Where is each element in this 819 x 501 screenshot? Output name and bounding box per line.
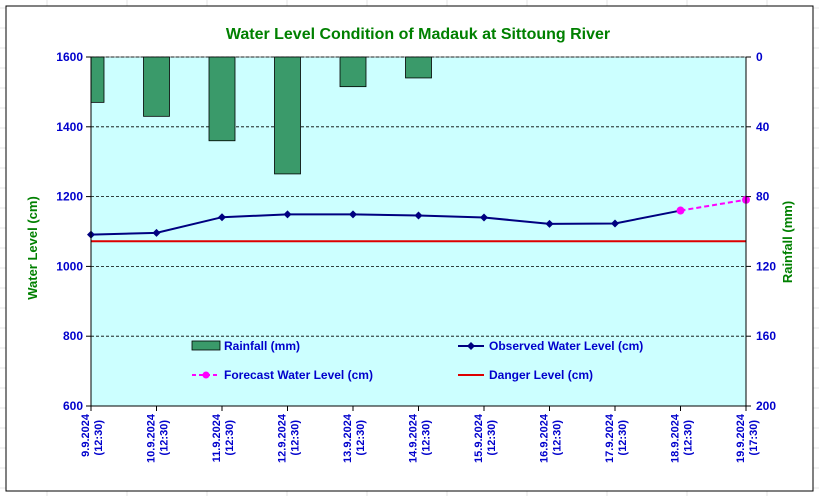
x-tick-label: 11.9.2024 (12:30) (211, 413, 236, 462)
x-tick-label: 15.9.2024 (12:30) (473, 413, 498, 463)
legend-rainfall-label: Rainfall (mm) (224, 339, 300, 353)
x-tick-label-time: (12:30) (552, 420, 564, 456)
legend: Rainfall (mm) Observed Water Level (cm) … (191, 339, 643, 382)
observed-point (218, 213, 226, 222)
x-tick-label-time: (12:30) (617, 420, 629, 456)
x-tick-label: 18.9.2024 (12:30) (670, 413, 695, 463)
x-tick-label-date: 15.9.2024 (473, 413, 485, 463)
x-tick-label-time: (12:30) (159, 420, 171, 456)
observed-point (283, 210, 292, 219)
x-tick-label-time: (12:30) (683, 420, 695, 456)
left-tick-label: 1400 (56, 120, 83, 134)
x-tick-label: 13.9.2024 (12:30) (342, 413, 367, 463)
rainfall-bars (90, 56, 432, 175)
left-tick-label: 1600 (56, 50, 83, 64)
x-tick-label-date: 10.9.2024 (146, 413, 158, 463)
rainfall-bar (339, 56, 367, 88)
x-tick-label-date: 13.9.2024 (342, 413, 354, 463)
right-tick-label: 200 (756, 399, 776, 413)
rainfall-bar (143, 56, 170, 117)
right-axis-ticks: 0 40 80 120 160 200 (746, 50, 776, 413)
right-tick-label: 80 (756, 190, 770, 204)
observed-point (611, 219, 619, 228)
x-tick-label-time: (17:30) (748, 420, 760, 456)
left-tick-label: 600 (63, 399, 83, 413)
observed-line (90, 209, 681, 236)
legend-observed-label: Observed Water Level (cm) (489, 339, 643, 353)
right-tick-label: 120 (756, 259, 776, 273)
x-tick-label: 16.9.2024 (12:30) (539, 413, 564, 463)
rainfall-bar (208, 56, 236, 142)
right-tick-label: 40 (756, 120, 770, 134)
x-tick-label-time: (12:30) (421, 420, 433, 456)
observed-point (414, 211, 423, 220)
legend-forecast-marker (202, 371, 210, 379)
plot-area (90, 56, 747, 407)
left-tick-label: 800 (63, 329, 83, 343)
x-tick-label-date: 19.9.2024 (735, 413, 747, 463)
rainfall-bar (274, 56, 301, 175)
legend-rainfall-swatch (191, 340, 221, 351)
left-tick-label: 1000 (56, 259, 83, 273)
observed-point (480, 213, 488, 222)
observed-point (152, 228, 161, 237)
x-tick-label-time: (12:30) (355, 420, 367, 456)
x-tick-label-time: (12:30) (93, 420, 105, 456)
observed-point (349, 210, 357, 219)
x-tick-label: 12.9.2024 (12:30) (277, 413, 302, 463)
rainfall-bar (90, 56, 105, 103)
forecast-line (680, 198, 747, 212)
left-axis-title: Water Level (cm) (25, 196, 40, 300)
x-tick-label: 10.9.2024 (12:30) (146, 413, 171, 463)
x-tick-label-time: (12:30) (486, 420, 498, 456)
chart-title: Water Level Condition of Madauk at Sitto… (226, 26, 610, 43)
right-tick-label: 0 (756, 50, 763, 64)
x-tick-label: 17.9.2024 (12:30) (604, 413, 629, 463)
x-tick-label: 9.9.2024 (12:30) (80, 413, 105, 457)
rainfall-bar (405, 56, 432, 79)
right-tick-label: 160 (756, 329, 776, 343)
x-tick-label-date: 9.9.2024 (80, 413, 92, 457)
x-tick-label-date: 11.9.2024 (211, 413, 223, 462)
legend-observed-marker (467, 342, 475, 350)
x-tick-label-date: 16.9.2024 (539, 413, 551, 463)
x-tick-label-date: 12.9.2024 (277, 413, 289, 463)
x-tick-label-time: (12:30) (290, 420, 302, 456)
x-tick-label-date: 17.9.2024 (604, 413, 616, 463)
observed-point (545, 219, 554, 228)
x-tick-label-time: (12:30) (224, 420, 236, 456)
legend-forecast-label: Forecast Water Level (cm) (224, 368, 373, 382)
right-axis-title: Rainfall (mm) (780, 201, 795, 283)
left-tick-label: 1200 (56, 190, 83, 204)
x-tick-label: 14.9.2024 (12:30) (408, 413, 433, 463)
x-axis-ticks: 9.9.2024 (12:30) 10.9.2024 (12:30) 11.9.2024… (80, 406, 760, 463)
legend-danger-label: Danger Level (cm) (489, 368, 593, 382)
forecast-point (676, 206, 685, 215)
left-axis-ticks: 600 800 1000 1200 1400 1600 (56, 50, 91, 413)
x-tick-label: 19.9.2024 (17:30) (735, 413, 760, 463)
x-tick-label-date: 18.9.2024 (670, 413, 682, 463)
x-tick-label-date: 14.9.2024 (408, 413, 420, 463)
